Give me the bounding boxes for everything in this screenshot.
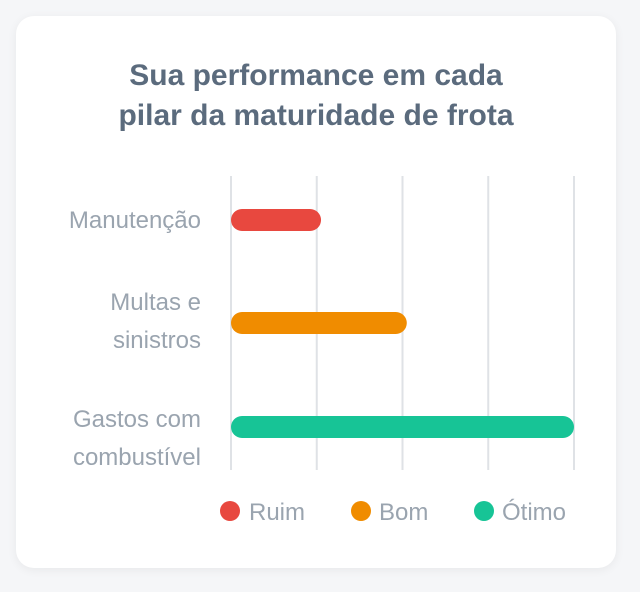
legend-label: Ruim [249,499,305,526]
chart-title: Sua performance em cada pilar da maturid… [118,59,514,132]
category-label: Manutenção [69,207,201,234]
bars [231,209,574,438]
chart-card: Sua performance em cada pilar da maturid… [16,16,616,568]
category-label-line: Manutenção [69,207,201,234]
category-label: Gastos com combustível [73,406,201,471]
bar [231,312,407,334]
legend-label: Ótimo [502,499,566,526]
category-label: Multas e sinistros [110,289,201,354]
category-label-line: combustível [73,444,201,471]
category-label-line: Multas e [110,289,201,316]
legend: Ruim Bom Ótimo [220,499,566,526]
category-label-line: sinistros [113,327,201,354]
legend-swatch [474,501,494,521]
legend-swatch [351,501,371,521]
bar [231,209,322,231]
legend-swatch [220,501,240,521]
category-label-line: Gastos com [73,406,201,433]
category-labels: Manutenção Multas e sinistros Gastos com com… [69,207,201,471]
legend-label: Bom [379,499,428,526]
bar [231,416,574,438]
